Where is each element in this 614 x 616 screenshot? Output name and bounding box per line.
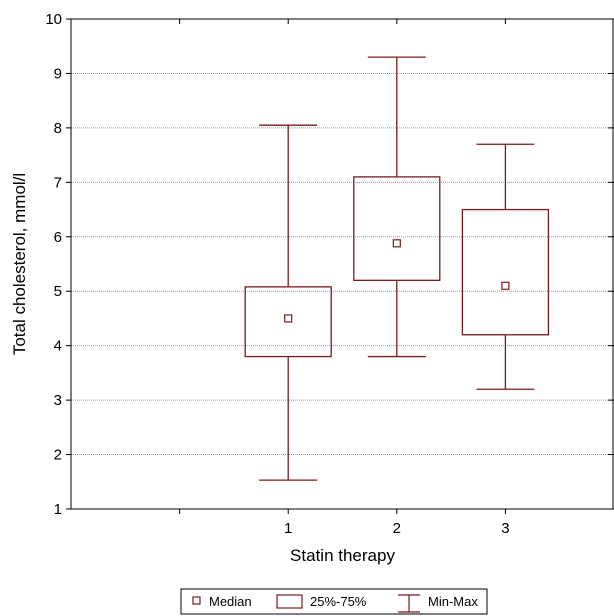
y-tick-label: 10	[45, 11, 62, 28]
y-axis-title: Total cholesterol, mmol/l	[10, 173, 29, 355]
box-3	[461, 143, 550, 390]
plot-frame	[70, 18, 614, 510]
iqr-box	[461, 208, 550, 336]
y-axis-ticks: 1 2 3 4 5 6 7 8 9 10	[45, 11, 614, 518]
median-marker	[501, 281, 510, 290]
legend-box-label: 25%-75%	[310, 594, 367, 609]
median-marker	[392, 239, 401, 248]
legend-whisker-label: Min-Max	[428, 594, 478, 609]
y-tick-label: 6	[54, 229, 62, 246]
legend: Median 25%-75% Min-Max	[180, 588, 488, 615]
x-axis-ticks: 1 2 3	[179, 19, 510, 537]
legend-median-label: Median	[209, 594, 252, 609]
box-2	[353, 56, 441, 358]
x-tick-label: 1	[284, 520, 292, 537]
y-tick-label: 7	[54, 174, 62, 191]
x-tick-label: 3	[501, 520, 509, 537]
iqr-box	[353, 176, 441, 281]
box-1	[244, 124, 332, 481]
gridlines	[71, 72, 614, 456]
y-tick-label: 4	[54, 338, 62, 355]
y-tick-label: 2	[54, 447, 62, 464]
median-marker	[284, 314, 293, 323]
x-tick-label: 2	[393, 520, 401, 537]
y-tick-label: 3	[54, 392, 62, 409]
y-tick-label: 5	[54, 283, 62, 300]
legend-box-symbol	[276, 594, 303, 609]
box-series	[244, 56, 550, 481]
iqr-box	[244, 286, 332, 358]
x-axis-title: Statin therapy	[290, 546, 395, 565]
legend-whisker-symbol	[398, 594, 420, 613]
y-tick-label: 8	[54, 120, 62, 137]
legend-median-symbol	[192, 596, 201, 605]
legend-frame	[180, 588, 488, 615]
y-tick-label: 9	[54, 65, 62, 82]
y-tick-label: 1	[54, 501, 62, 518]
